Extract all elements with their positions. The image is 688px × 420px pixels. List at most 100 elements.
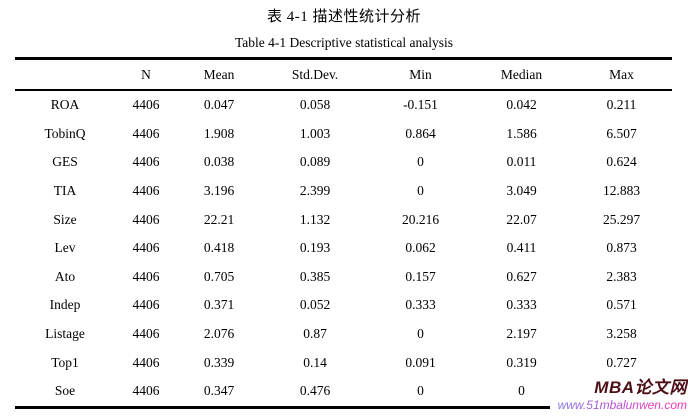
cell-value: 0.347 [203,383,235,399]
cell-value: 0.011 [506,154,537,170]
column-header-min: Min [369,58,472,91]
cell-value: 0.87 [303,326,327,342]
cell-value: 0.418 [203,240,235,256]
cell-value: 4406 [132,97,160,113]
cell-value: 0.193 [299,240,331,256]
table-header-row: N Mean Std.Dev. Min Median Max [15,58,672,91]
table-row: Listage 4406 2.076 0.87 0 2.197 3.258 [15,320,672,349]
cell-value: 0.089 [299,154,331,170]
table-row: TIA 4406 3.196 2.399 0 3.049 12.883 [15,177,672,206]
cell-value: 0.339 [203,354,235,370]
cell-value: 2.197 [506,326,537,342]
table-row: Lev 4406 0.418 0.193 0.062 0.411 0.873 [15,234,672,263]
cell-value: 0.211 [606,97,637,113]
cell-value: 0 [518,383,525,399]
descriptive-statistics-table: N Mean Std.Dev. Min Median Max ROA 4406 0.… [15,57,672,409]
cell-value: 22.21 [203,211,235,227]
cell-value: 4406 [132,125,160,141]
table-row: Indep 4406 0.371 0.052 0.333 0.333 0.571 [15,291,672,320]
cell-value: 0.333 [405,297,436,313]
cell-value: 1.586 [506,125,537,141]
cell-value: 0.864 [405,125,436,141]
column-header-variable [15,58,115,91]
cell-value: 4406 [132,268,160,284]
cell-value: 6.507 [606,125,637,141]
row-label: ROA [50,97,80,113]
cell-value: 22.07 [506,211,537,227]
cell-value: 0 [417,326,424,342]
cell-value: 4406 [132,154,160,170]
cell-value: 0.333 [506,297,537,313]
cell-value: 0 [417,154,424,170]
row-label: Lev [54,240,76,256]
cell-value: 0.052 [299,297,331,313]
cell-value: 4406 [132,183,160,199]
cell-value: 4406 [132,383,160,399]
row-label: Indep [49,297,81,313]
cell-value: 0.062 [405,240,436,256]
cell-value: 0.038 [203,154,235,170]
table-row: Top1 4406 0.339 0.14 0.091 0.319 0.727 [15,348,672,377]
cell-value: 4406 [132,354,160,370]
cell-value: 0.571 [606,297,637,313]
cell-value: 0.476 [299,383,331,399]
cell-value: 3.196 [203,183,235,199]
cell-value: 0.371 [203,297,235,313]
cell-value: 0.385 [299,268,331,284]
cell-value: 1.132 [299,211,331,227]
cell-value: 0.627 [506,268,537,284]
cell-value: 4406 [132,326,160,342]
cell-value: 1.908 [203,125,235,141]
cell-value: 0.873 [606,240,637,256]
cell-value: 0.727 [606,354,637,370]
column-header-max: Max [571,58,672,91]
row-label: Ato [54,268,76,284]
row-label: Size [53,211,77,227]
table-row: Ato 4406 0.705 0.385 0.157 0.627 2.383 [15,263,672,292]
table-row: ROA 4406 0.047 0.058 -0.151 0.042 0.211 [15,90,672,120]
watermark-url: www.51mbalunwen.com [550,398,687,412]
cell-value: 0.157 [405,268,436,284]
watermark: MBA论文网 www.51mbalunwen.com [550,374,688,420]
cell-value: 0.091 [405,354,436,370]
row-label: Soe [54,383,76,399]
cell-value: -0.151 [403,97,438,113]
cell-value: 0.624 [606,154,637,170]
cell-value: 0 [417,383,424,399]
cell-value: 20.216 [401,211,440,227]
column-header-n: N [115,58,177,91]
cell-value: 25.297 [602,211,641,227]
row-label: TobinQ [44,125,86,141]
cell-value: 0.058 [299,97,331,113]
cell-value: 2.076 [203,326,235,342]
table-body: ROA 4406 0.047 0.058 -0.151 0.042 0.211 TobinQ 4… [15,90,672,407]
cell-value: 0.705 [203,268,235,284]
cell-value: 4406 [132,240,160,256]
cell-value: 0.319 [506,354,537,370]
table-caption-english: Table 4-1 Descriptive statistical analys… [235,35,453,50]
cell-value: 0.047 [203,97,235,113]
table-row: GES 4406 0.038 0.089 0 0.011 0.624 [15,148,672,177]
row-label: TIA [53,183,77,199]
cell-value: 0.042 [506,97,537,113]
cell-value: 4406 [132,297,160,313]
cell-value: 12.883 [602,183,641,199]
cell-value: 2.383 [606,268,637,284]
row-label: GES [52,154,78,170]
row-label: Listage [45,326,85,342]
table-row: TobinQ 4406 1.908 1.003 0.864 1.586 6.507 [15,120,672,149]
cell-value: 0 [417,183,424,199]
row-label: Top1 [51,354,79,370]
table-row: Soe 4406 0.347 0.476 0 0 [15,377,672,407]
table-row: Size 4406 22.21 1.132 20.216 22.07 25.297 [15,205,672,234]
cell-value: 1.003 [299,125,331,141]
cell-value: 3.049 [506,183,537,199]
cell-value: 0.411 [506,240,537,256]
cell-value: 2.399 [299,183,331,199]
column-header-stddev: Std.Dev. [261,58,369,91]
watermark-brand: MBA论文网 [594,378,687,397]
column-header-median: Median [472,58,571,91]
table-caption-chinese: 表 4-1 描述性统计分析 [267,9,421,25]
cell-value: 3.258 [606,326,637,342]
cell-value: 0.14 [303,354,327,370]
